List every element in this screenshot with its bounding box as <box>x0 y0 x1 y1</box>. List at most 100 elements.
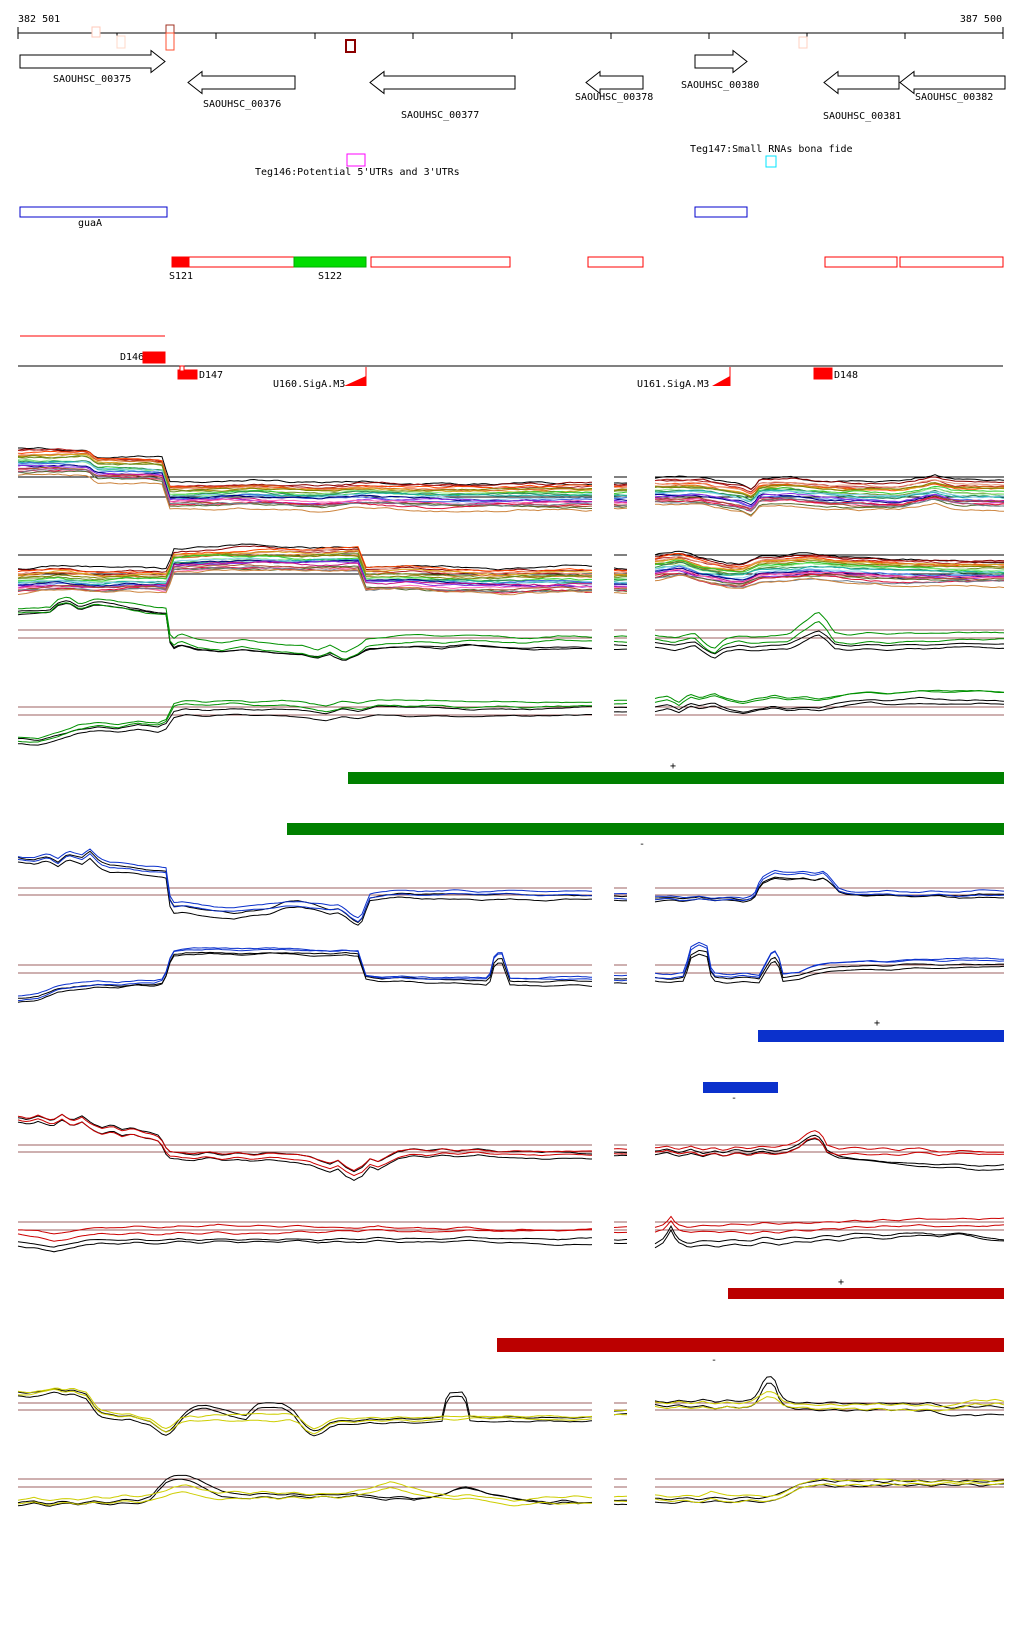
blue-plus-bar[interactable] <box>758 1030 1004 1042</box>
signal-line <box>613 576 627 579</box>
signal-line <box>654 565 1004 576</box>
segment-box[interactable] <box>824 256 898 268</box>
signal-line <box>18 1223 593 1235</box>
signal-line <box>654 1376 1004 1409</box>
signal-track-minus-strand-blue <box>17 941 1005 1003</box>
signal-line <box>613 491 627 495</box>
signal-line <box>613 979 627 982</box>
signal-track-minus-strand-yellow <box>17 1474 1005 1507</box>
segment-box[interactable] <box>587 256 644 268</box>
operon-box[interactable] <box>19 206 168 218</box>
signal-line <box>17 602 593 660</box>
signal-track-plus-strand-blue <box>17 848 1004 926</box>
signal-line <box>654 558 1004 571</box>
signal-line <box>17 952 593 1003</box>
tss-flag-triangle[interactable] <box>712 376 730 386</box>
gene-label: SAOUHSC_00382 <box>915 92 993 103</box>
signal-line <box>654 1477 1004 1498</box>
signal-line <box>613 574 627 576</box>
signal-line <box>17 566 593 594</box>
signal-line <box>654 953 1004 984</box>
signal-line <box>613 589 627 591</box>
signal-line <box>613 506 627 508</box>
signal-line <box>654 476 1004 491</box>
teg146-label: Teg146:Potential 5'UTRs and 3'UTRs <box>255 167 460 178</box>
tss-flag-label: U160.SigA.M3 <box>273 379 345 390</box>
signal-line <box>654 872 1004 902</box>
signal-line <box>613 567 627 570</box>
green-plus-bar[interactable] <box>348 772 1004 784</box>
signal-line <box>654 690 1005 707</box>
signal-line <box>17 857 592 926</box>
green-minus-bar[interactable] <box>287 823 1004 835</box>
signal-line <box>17 1388 593 1435</box>
signal-line <box>17 602 593 661</box>
signal-line <box>654 1130 1004 1153</box>
segment-box[interactable] <box>171 256 190 268</box>
signal-line <box>613 499 627 503</box>
gene-arrow-saouhsc_00381[interactable] <box>823 70 900 95</box>
tss-flag-triangle[interactable] <box>344 376 366 386</box>
gene-arrow-saouhsc_00376[interactable] <box>187 70 296 95</box>
signal-line <box>613 1226 627 1228</box>
segment-box[interactable] <box>899 256 1004 268</box>
d-feature-box[interactable] <box>177 369 198 380</box>
signal-line <box>654 562 1004 577</box>
signal-line <box>17 1239 593 1253</box>
strand-sign: - <box>639 839 645 850</box>
signal-line <box>613 483 627 486</box>
axis-variant-mark <box>798 36 808 49</box>
darkred-minus-bar[interactable] <box>497 1338 1004 1352</box>
signal-line <box>654 495 1004 511</box>
segment-label: S122 <box>318 271 342 282</box>
signal-line <box>613 644 627 647</box>
signal-line <box>654 1134 1005 1167</box>
teg147-srna-box[interactable] <box>765 155 777 168</box>
operon-box[interactable] <box>694 206 748 218</box>
segment-box[interactable] <box>370 256 511 268</box>
signal-track-minus-strand-red <box>17 1215 1005 1253</box>
signal-line <box>613 982 627 984</box>
gene-label: SAOUHSC_00378 <box>575 92 653 103</box>
blue-minus-bar[interactable] <box>703 1082 778 1093</box>
signal-line <box>17 460 592 500</box>
axis-start-coordinate: 382 501 <box>18 14 60 25</box>
signal-line <box>654 502 1004 517</box>
signal-track-plus-strand-green <box>17 596 1005 661</box>
signal-line <box>17 850 592 924</box>
d-feature-box[interactable] <box>813 367 833 380</box>
strand-segment-bars: + - + - + - <box>287 761 1004 1366</box>
signal-line <box>17 853 592 923</box>
gene-arrow-saouhsc_00377[interactable] <box>369 70 516 95</box>
segment-box[interactable] <box>293 256 367 268</box>
darkred-plus-bar[interactable] <box>728 1288 1004 1299</box>
gene-arrow-saouhsc_00375[interactable] <box>19 49 166 74</box>
gene-arrow-saouhsc_00382[interactable] <box>899 70 1006 95</box>
signal-line <box>613 490 627 492</box>
gene-arrow-saouhsc_00378[interactable] <box>585 70 644 95</box>
segment-box[interactable] <box>188 256 295 268</box>
signal-line <box>654 1215 1004 1228</box>
gene-annotations: SAOUHSC_00375 SAOUHSC_00376 SAOUHSC_00377 S… <box>19 49 1006 122</box>
signal-line <box>17 473 592 513</box>
signal-line <box>17 1481 593 1502</box>
signal-line <box>613 569 627 572</box>
d-feature-box[interactable] <box>142 351 166 364</box>
tss-flag-label: U161.SigA.M3 <box>637 379 709 390</box>
axis-end-coordinate: 387 500 <box>960 14 1002 25</box>
signal-line <box>17 1119 592 1181</box>
signal-line <box>613 899 627 902</box>
signal-line <box>613 571 627 574</box>
strand-sign: + <box>874 1018 880 1029</box>
signal-line <box>654 574 1004 589</box>
signal-line <box>613 581 627 584</box>
signal-line <box>17 1228 592 1242</box>
teg146-utr-box[interactable] <box>346 153 366 167</box>
signal-line <box>613 586 627 589</box>
strand-sign: + <box>670 761 676 772</box>
signal-line <box>17 713 592 746</box>
signal-line <box>654 1228 1005 1249</box>
gene-arrow-saouhsc_00380[interactable] <box>694 49 748 74</box>
signal-line <box>613 1153 627 1155</box>
signal-line <box>654 876 1004 901</box>
